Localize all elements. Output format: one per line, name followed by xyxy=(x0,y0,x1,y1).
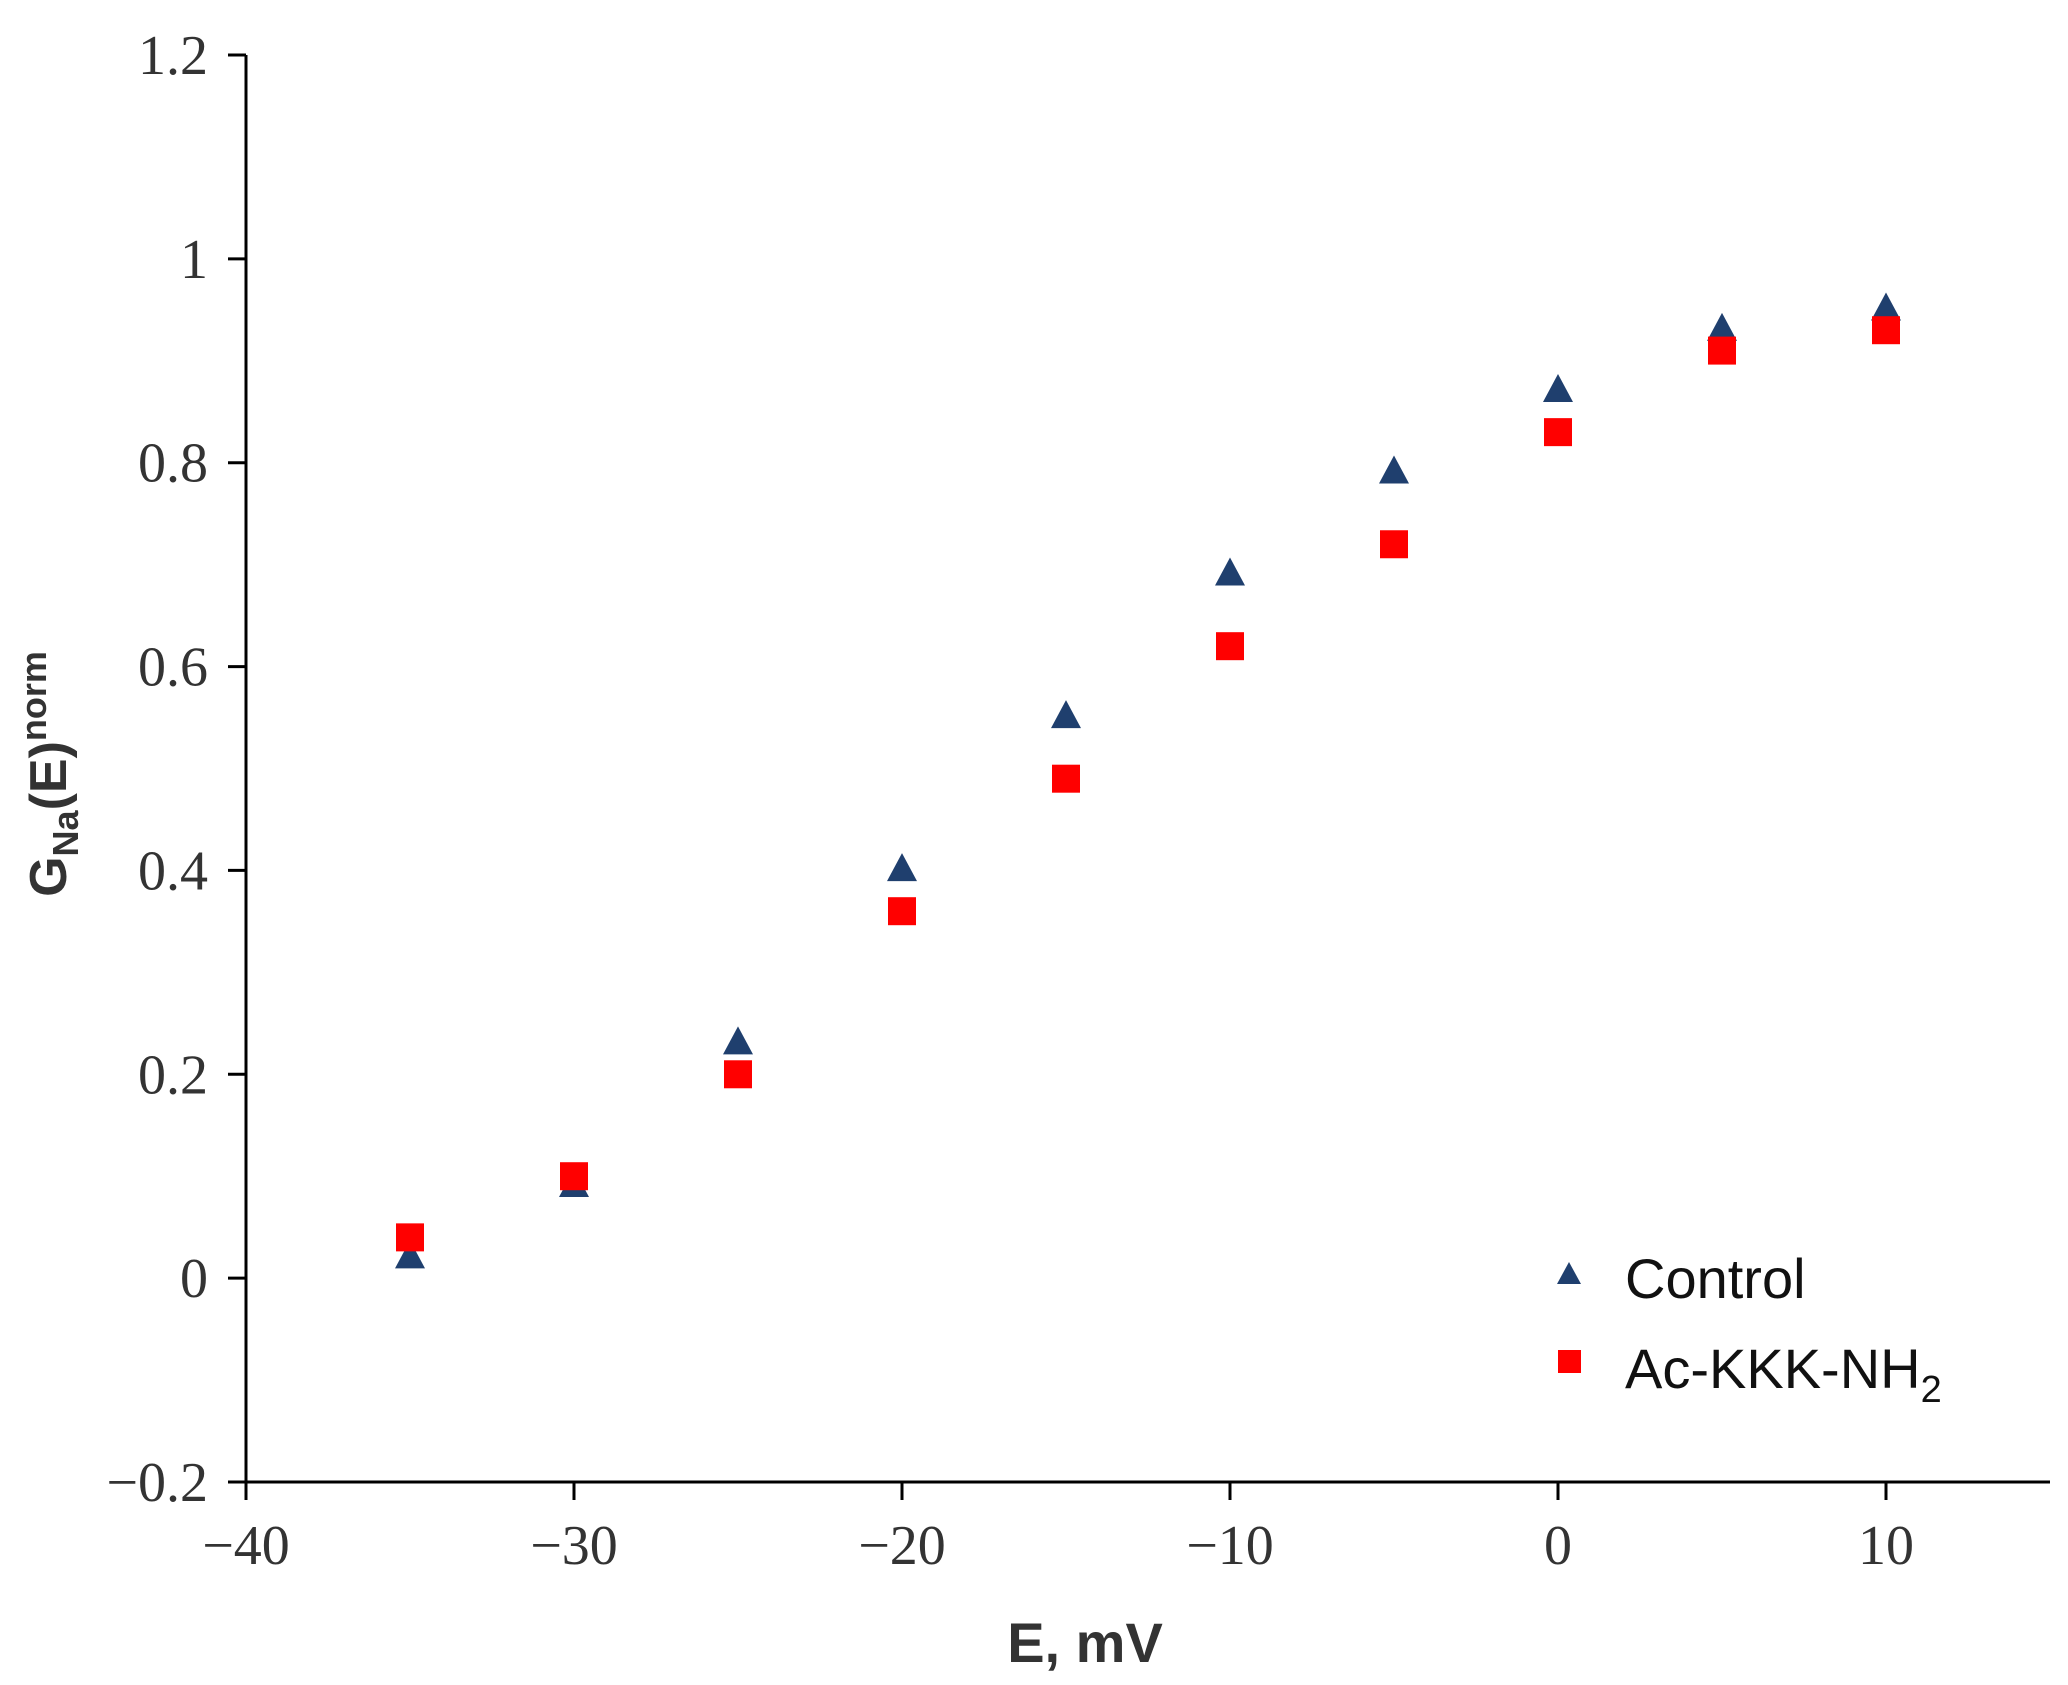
x-tick-label: −10 xyxy=(1186,1515,1274,1577)
control-point xyxy=(723,1026,753,1055)
ac-kkk-nh2-point xyxy=(396,1223,424,1252)
legend-label-ac-kkk-nh2: Ac-KKK-NH2 xyxy=(1625,1337,1942,1411)
x-tick-label: 10 xyxy=(1858,1515,1914,1577)
ac-kkk-nh2-point xyxy=(888,897,916,926)
ac-kkk-nh2-point xyxy=(1380,530,1408,559)
control-point xyxy=(395,1240,425,1269)
ac-kkk-nh2-point xyxy=(1544,418,1572,447)
control-point xyxy=(1051,700,1081,729)
x-axis-title: E, mV xyxy=(1007,1611,1163,1674)
legend-label-control: Control xyxy=(1625,1247,1806,1310)
ac-kkk-nh2-point xyxy=(1708,336,1736,365)
y-tick-label: −0.2 xyxy=(106,1452,208,1514)
y-axis-title-sup: norm xyxy=(13,651,54,741)
y-axis-title-sub: Na xyxy=(45,809,86,856)
legend-marker-control xyxy=(1557,1262,1581,1284)
y-tick-label: 0.4 xyxy=(138,840,208,902)
y-axis-ticks: −0.2 0 0.2 0.4 0.6 0.8 1 1.2 xyxy=(106,25,246,1514)
control-point xyxy=(1543,374,1573,403)
y-tick-label: 0.8 xyxy=(138,433,208,495)
y-tick-label: 0.6 xyxy=(138,637,208,699)
control-point xyxy=(1215,557,1245,586)
control-point xyxy=(1871,292,1901,321)
series-ac-kkk-nh2 xyxy=(396,316,1900,1252)
y-tick-label: 1.2 xyxy=(138,25,208,87)
x-tick-label: −40 xyxy=(202,1515,290,1577)
data-points xyxy=(395,292,1901,1269)
ac-kkk-nh2-point xyxy=(1872,316,1900,345)
ac-kkk-nh2-point xyxy=(1052,764,1080,793)
control-point xyxy=(1379,455,1409,484)
control-point xyxy=(887,853,917,882)
ac-kkk-nh2-point xyxy=(560,1162,588,1191)
y-axis-title-main: G xyxy=(20,856,78,896)
axes xyxy=(244,55,2050,1484)
y-axis-title-mid: (E) xyxy=(20,741,78,810)
legend-label-ac-kkk-nh2-main: Ac-KKK-NH xyxy=(1625,1337,1921,1400)
legend-label-ac-kkk-nh2-sub: 2 xyxy=(1921,1369,1942,1411)
ac-kkk-nh2-point xyxy=(1216,632,1244,661)
y-axis-title: GNa(E)norm xyxy=(13,651,86,897)
x-axis-ticks: −40 −30 −20 −10 0 10 xyxy=(202,1482,1914,1577)
x-tick-label: −30 xyxy=(530,1515,618,1577)
y-tick-label: 0 xyxy=(180,1248,208,1310)
control-point xyxy=(1707,312,1737,341)
series-control xyxy=(395,292,1901,1269)
ac-kkk-nh2-point xyxy=(724,1060,752,1089)
x-tick-label: −20 xyxy=(858,1515,946,1577)
legend-marker-ac-kkk-nh2 xyxy=(1558,1350,1581,1373)
y-tick-label: 0.2 xyxy=(138,1044,208,1106)
x-tick-label: 0 xyxy=(1544,1515,1572,1577)
legend: Control Ac-KKK-NH2 xyxy=(1557,1247,1942,1411)
y-tick-label: 1 xyxy=(180,229,208,291)
